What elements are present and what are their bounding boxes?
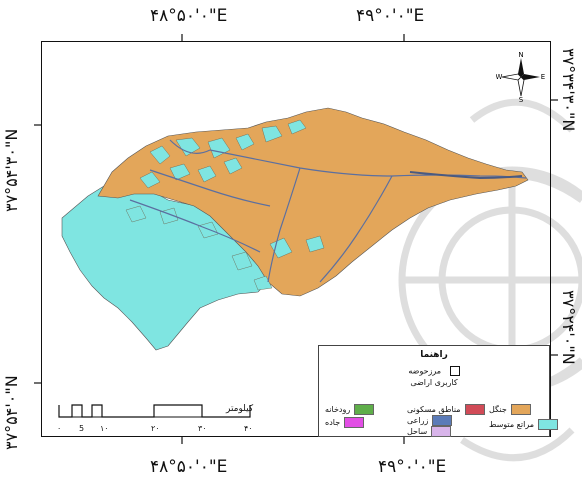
swatch-rangeland [538, 419, 559, 430]
forest-area [97, 107, 529, 297]
legend-item-road: جاده [325, 417, 365, 428]
swatch-agriculture [432, 415, 453, 426]
label-forest: جنگل [489, 405, 507, 414]
scale-tick-5: 5 [79, 424, 85, 433]
west-label: W [496, 73, 503, 81]
scale-tick-40: ۴۰ [244, 424, 253, 433]
swatch-residential [464, 404, 485, 415]
scale-bar [58, 404, 251, 418]
east-label: E [541, 73, 545, 81]
north-label: N [518, 52, 523, 59]
label-residential: مناطق مسکونی [407, 405, 461, 414]
legend-item-residential: مناطق مسکونی [407, 404, 485, 415]
label-road: جاده [325, 418, 341, 427]
legend-item-rangeland: مراتع متوسط [489, 419, 559, 430]
legend-title: راهنما [420, 350, 448, 360]
label-beach: ساحل [407, 427, 428, 436]
scale-tick-20: ۲۰ [151, 424, 160, 433]
coord-top-right: ۴۹°۰'۰"E [356, 6, 425, 26]
river-network [129, 139, 527, 283]
legend-boundary-label: مرزحوضه [408, 366, 442, 376]
legend-item-forest: جنگل [489, 404, 531, 415]
scale-unit: کیلومتر [226, 404, 254, 414]
main-river [409, 171, 523, 180]
scale-tick-30: ۳۰ [198, 424, 207, 433]
north-arrow-icon: N S E W [496, 52, 545, 102]
swatch-forest [510, 404, 531, 415]
legend-item-river: رودخانه [325, 404, 375, 415]
legend-item-beach: ساحل [407, 426, 452, 437]
swatch-road [344, 417, 365, 428]
scale-tick-0: ۰ [57, 424, 62, 433]
legend-boundary: مرزحوضه [319, 366, 549, 376]
boundary-swatch [449, 366, 460, 376]
frame-ticks [34, 34, 558, 444]
label-river: رودخانه [325, 405, 351, 414]
label-rangeland: مراتع متوسط [489, 420, 535, 429]
coord-top-left: ۴۸°۵۰'۰"E [150, 6, 228, 26]
swatch-river [354, 404, 375, 415]
legend-box: راهنما مرزحوضه کاربری اراضی جنگل مراتع م… [318, 345, 559, 437]
legend-item-agriculture: زراعی [407, 415, 453, 426]
south-label: S [519, 96, 524, 102]
coord-bottom-right: ۴۹°۰'۰"E [378, 457, 447, 477]
map-frame [41, 41, 551, 437]
rangeland-patches [125, 119, 325, 291]
legend-subtitle: کاربری اراضی [410, 378, 458, 387]
scale-tick-10: ۱۰ [100, 424, 109, 433]
label-agriculture: زراعی [407, 416, 429, 425]
coord-bottom-left: ۴۸°۵۰'۰"E [150, 457, 228, 477]
swatch-beach [431, 426, 452, 437]
